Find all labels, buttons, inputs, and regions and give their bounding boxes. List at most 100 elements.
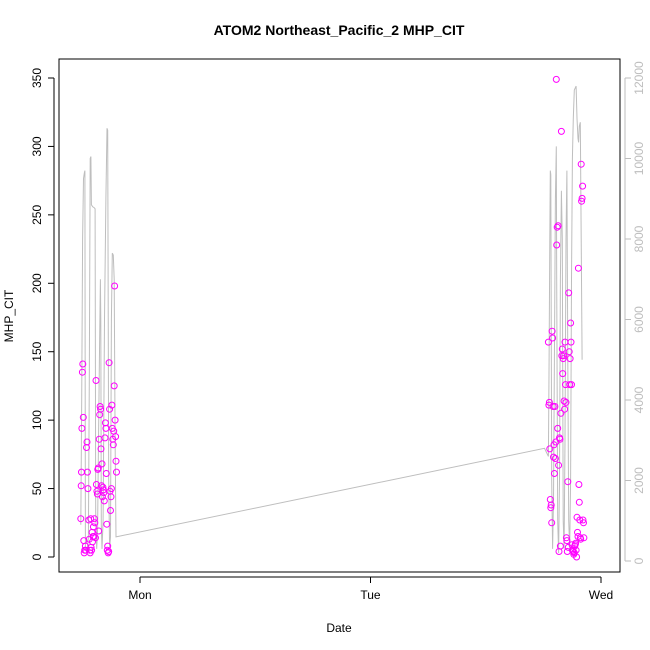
data-point bbox=[110, 382, 118, 390]
x-tick-label: Mon bbox=[128, 588, 151, 602]
data-point bbox=[547, 501, 555, 509]
data-point bbox=[79, 360, 87, 368]
y2-tick-label: 0 bbox=[632, 557, 646, 564]
data-point bbox=[558, 345, 566, 353]
data-point bbox=[563, 537, 571, 545]
right-axis-line-series bbox=[80, 85, 583, 554]
x-tick-label: Wed bbox=[589, 588, 613, 602]
y2-tick-label: 10000 bbox=[632, 141, 646, 175]
data-point bbox=[579, 516, 587, 524]
data-point bbox=[574, 264, 582, 272]
data-point bbox=[561, 405, 569, 413]
data-point bbox=[92, 481, 100, 488]
data-point bbox=[578, 194, 586, 202]
data-point bbox=[559, 370, 567, 378]
data-point bbox=[98, 460, 106, 468]
data-point bbox=[546, 445, 554, 453]
data-point bbox=[90, 533, 98, 540]
data-point bbox=[112, 457, 120, 465]
data-point bbox=[84, 485, 92, 493]
y-axis-right: 0 2000 4000 6000 8000 10000 12000 bbox=[624, 61, 646, 564]
data-point bbox=[580, 534, 588, 542]
data-point bbox=[573, 553, 581, 561]
data-point bbox=[554, 222, 562, 230]
data-point bbox=[96, 411, 104, 419]
data-point bbox=[556, 435, 564, 443]
y2-tick-label: 8000 bbox=[632, 225, 646, 252]
data-point bbox=[560, 352, 568, 360]
y-tick-label: 250 bbox=[30, 205, 44, 225]
data-point bbox=[90, 515, 98, 523]
data-point bbox=[567, 319, 575, 327]
y-tick-label: 150 bbox=[30, 341, 44, 361]
data-point bbox=[101, 434, 109, 442]
data-point bbox=[111, 416, 119, 424]
data-point bbox=[108, 401, 116, 409]
y2-tick-label: 2000 bbox=[632, 467, 646, 494]
y-tick-label: 200 bbox=[30, 273, 44, 293]
data-point bbox=[553, 241, 561, 249]
data-point bbox=[556, 542, 564, 550]
data-point bbox=[105, 359, 113, 367]
data-point bbox=[551, 403, 559, 410]
data-point bbox=[566, 355, 574, 363]
data-point bbox=[551, 455, 559, 462]
y-tick-label: 100 bbox=[30, 410, 44, 430]
data-point bbox=[83, 438, 91, 446]
y-tick-label: 350 bbox=[30, 68, 44, 88]
data-point bbox=[107, 493, 115, 501]
data-point bbox=[565, 289, 573, 297]
data-point bbox=[105, 548, 113, 555]
data-point bbox=[562, 534, 570, 542]
data-point bbox=[562, 398, 570, 406]
data-point bbox=[79, 413, 87, 421]
data-point bbox=[96, 403, 104, 410]
data-point bbox=[578, 197, 586, 205]
data-point bbox=[99, 486, 107, 494]
chart-title: ATOM2 Northeast_Pacific_2 MHP_CIT bbox=[214, 22, 465, 38]
data-point bbox=[548, 327, 556, 335]
data-point bbox=[100, 497, 108, 505]
data-point bbox=[111, 282, 119, 290]
data-point bbox=[95, 527, 103, 535]
data-point bbox=[577, 535, 585, 543]
data-point bbox=[77, 482, 85, 490]
data-point bbox=[103, 520, 111, 528]
y-tick-label: 300 bbox=[30, 136, 44, 156]
data-point bbox=[550, 470, 558, 477]
data-point bbox=[544, 338, 552, 346]
data-point bbox=[93, 487, 101, 495]
data-point bbox=[557, 127, 565, 135]
data-point bbox=[78, 424, 86, 432]
data-point bbox=[548, 519, 556, 527]
data-point bbox=[553, 223, 561, 231]
data-point bbox=[559, 355, 567, 363]
data-point bbox=[572, 539, 580, 547]
data-point bbox=[552, 75, 560, 83]
data-point bbox=[98, 482, 105, 490]
plot-frame bbox=[58, 58, 621, 573]
y-tick-label: 0 bbox=[30, 553, 44, 560]
data-point bbox=[579, 182, 587, 190]
y-tick-label: 50 bbox=[30, 482, 44, 496]
data-point bbox=[547, 504, 555, 512]
data-point bbox=[567, 338, 575, 346]
data-point bbox=[78, 368, 86, 376]
data-point bbox=[575, 481, 583, 488]
data-point bbox=[97, 445, 105, 453]
x-axis: Mon Tue Wed bbox=[128, 576, 613, 602]
data-point bbox=[94, 464, 102, 472]
data-point bbox=[107, 507, 114, 514]
data-point bbox=[109, 441, 117, 449]
data-point bbox=[107, 485, 115, 493]
y-axis-left: 0 50 100 150 200 250 300 350 bbox=[30, 68, 55, 560]
data-point bbox=[92, 534, 99, 542]
data-point bbox=[91, 519, 99, 527]
data-point bbox=[106, 405, 114, 413]
data-point bbox=[580, 519, 587, 527]
data-point bbox=[83, 468, 91, 476]
data-point bbox=[98, 493, 106, 501]
data-point bbox=[574, 528, 581, 536]
data-point bbox=[565, 348, 573, 356]
